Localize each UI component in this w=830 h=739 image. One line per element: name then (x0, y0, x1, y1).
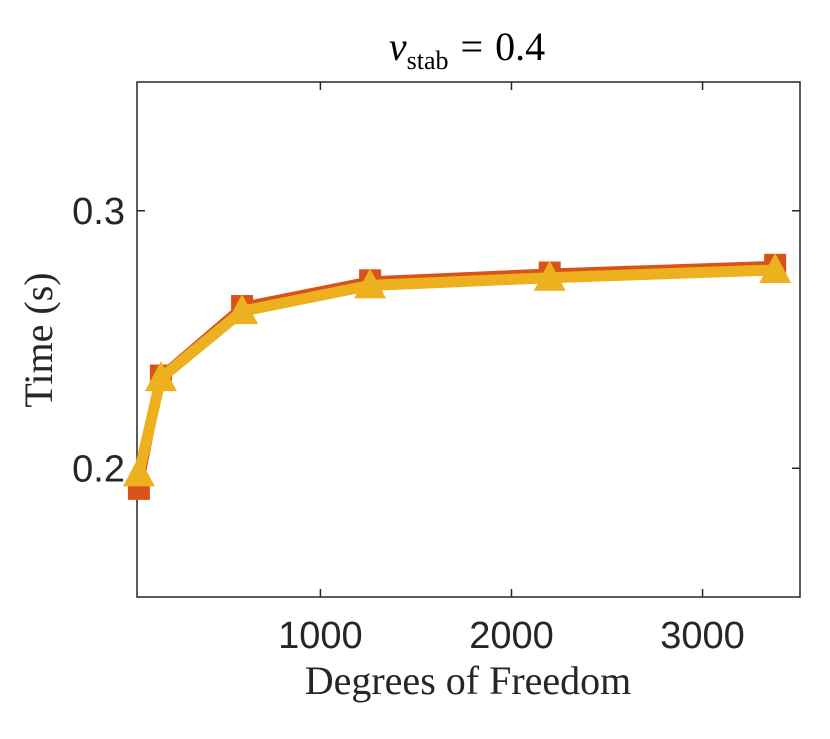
x-tick-label: 2000 (469, 615, 554, 657)
series-2-point (354, 268, 387, 299)
title-subscript: stab (407, 46, 449, 75)
plot-area (136, 81, 801, 598)
x-tick-label: 3000 (660, 615, 745, 657)
y-axis-label: Time (s) (16, 272, 61, 407)
y-tick-label: 0.3 (72, 191, 125, 233)
series-2-point (226, 294, 259, 325)
title-equals: = (461, 24, 484, 69)
series-2 (122, 252, 792, 487)
series-2-point (533, 260, 566, 291)
x-axis-label: Degrees of Freedom (305, 658, 632, 703)
title-symbol: ν (389, 24, 407, 69)
series-2-point (759, 252, 792, 283)
x-tick-label: 1000 (278, 615, 363, 657)
y-tick-labels: 0.2 0.3 (72, 191, 125, 491)
chart-title: νstab = 0.4 (389, 24, 545, 75)
series-2-line (133, 264, 781, 479)
series-2-point (122, 456, 155, 487)
title-value: 0.4 (495, 24, 545, 69)
y-tick-label: 0.2 (72, 448, 125, 490)
series-2-point (144, 361, 177, 392)
x-tick-labels: 1000 2000 3000 (278, 615, 745, 657)
series-layer (122, 252, 792, 500)
